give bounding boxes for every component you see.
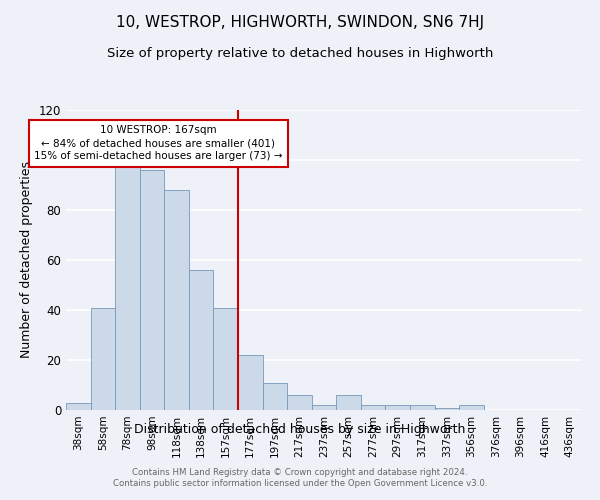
Y-axis label: Number of detached properties: Number of detached properties [20, 162, 33, 358]
Bar [140, 170, 164, 410]
Bar [336, 395, 361, 410]
Bar [287, 395, 312, 410]
Bar [459, 405, 484, 410]
Text: Contains HM Land Registry data © Crown copyright and database right 2024.
Contai: Contains HM Land Registry data © Crown c… [113, 468, 487, 487]
Text: 10, WESTROP, HIGHWORTH, SWINDON, SN6 7HJ: 10, WESTROP, HIGHWORTH, SWINDON, SN6 7HJ [116, 15, 484, 30]
Bar [66, 402, 91, 410]
Text: Size of property relative to detached houses in Highworth: Size of property relative to detached ho… [107, 48, 493, 60]
Bar [238, 355, 263, 410]
Text: 10 WESTROP: 167sqm
← 84% of detached houses are smaller (401)
15% of semi-detach: 10 WESTROP: 167sqm ← 84% of detached hou… [34, 125, 283, 162]
Bar [312, 405, 336, 410]
Bar [410, 405, 434, 410]
Text: Distribution of detached houses by size in Highworth: Distribution of detached houses by size … [134, 422, 466, 436]
Bar [385, 405, 410, 410]
Bar [164, 190, 189, 410]
Bar [263, 382, 287, 410]
Bar [434, 408, 459, 410]
Bar [91, 308, 115, 410]
Bar [189, 270, 214, 410]
Bar [115, 160, 140, 410]
Bar [214, 308, 238, 410]
Bar [361, 405, 385, 410]
